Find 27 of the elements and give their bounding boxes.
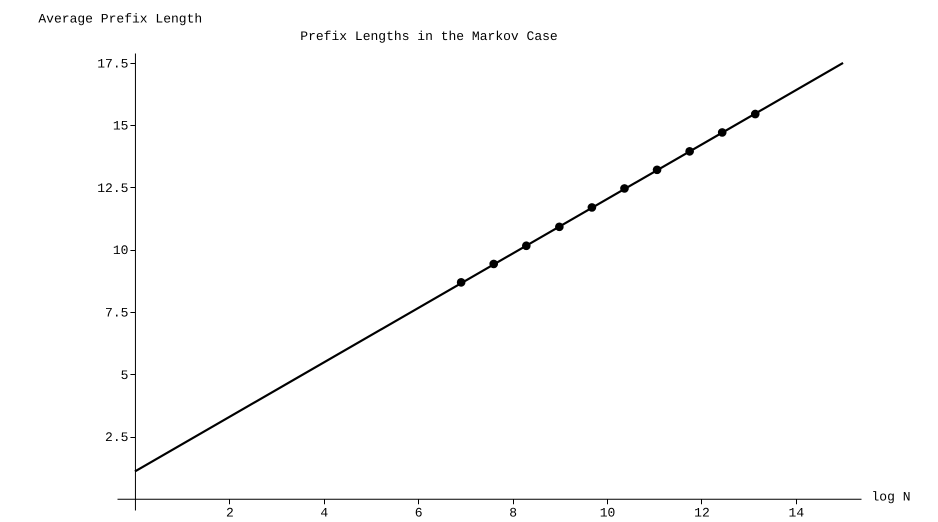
y-tick-label: 12.5 bbox=[97, 180, 128, 196]
y-tick-label: 7.5 bbox=[105, 306, 128, 321]
point bbox=[588, 203, 596, 212]
y-tick-label: 17.5 bbox=[97, 56, 128, 72]
y-tick-label: 10 bbox=[112, 243, 128, 258]
x-tick-label: 14 bbox=[788, 505, 804, 520]
point bbox=[456, 278, 466, 287]
x-tick-label: 6 bbox=[414, 505, 423, 520]
point bbox=[620, 184, 629, 193]
point bbox=[718, 128, 727, 137]
point bbox=[522, 241, 531, 250]
point bbox=[489, 260, 498, 268]
point bbox=[652, 165, 662, 174]
y-tick-label: 15 bbox=[112, 118, 128, 134]
x-tick-label: 8 bbox=[509, 505, 518, 520]
x-tick-label: 10 bbox=[600, 505, 616, 520]
x-tick-label: 4 bbox=[320, 505, 328, 520]
x-axis-title: log N bbox=[872, 489, 911, 504]
y-tick-label: 5 bbox=[120, 368, 128, 383]
x-tick-label: 12 bbox=[694, 505, 710, 520]
chart-title: Prefix Lengths in the Markov Case bbox=[300, 29, 558, 44]
point bbox=[685, 147, 694, 156]
x-tick-label: 2 bbox=[226, 505, 234, 520]
y-axis-title: Average Prefix Length bbox=[38, 12, 202, 26]
point bbox=[750, 110, 760, 118]
point bbox=[555, 222, 564, 232]
y-tick-label: 2.5 bbox=[105, 430, 128, 446]
